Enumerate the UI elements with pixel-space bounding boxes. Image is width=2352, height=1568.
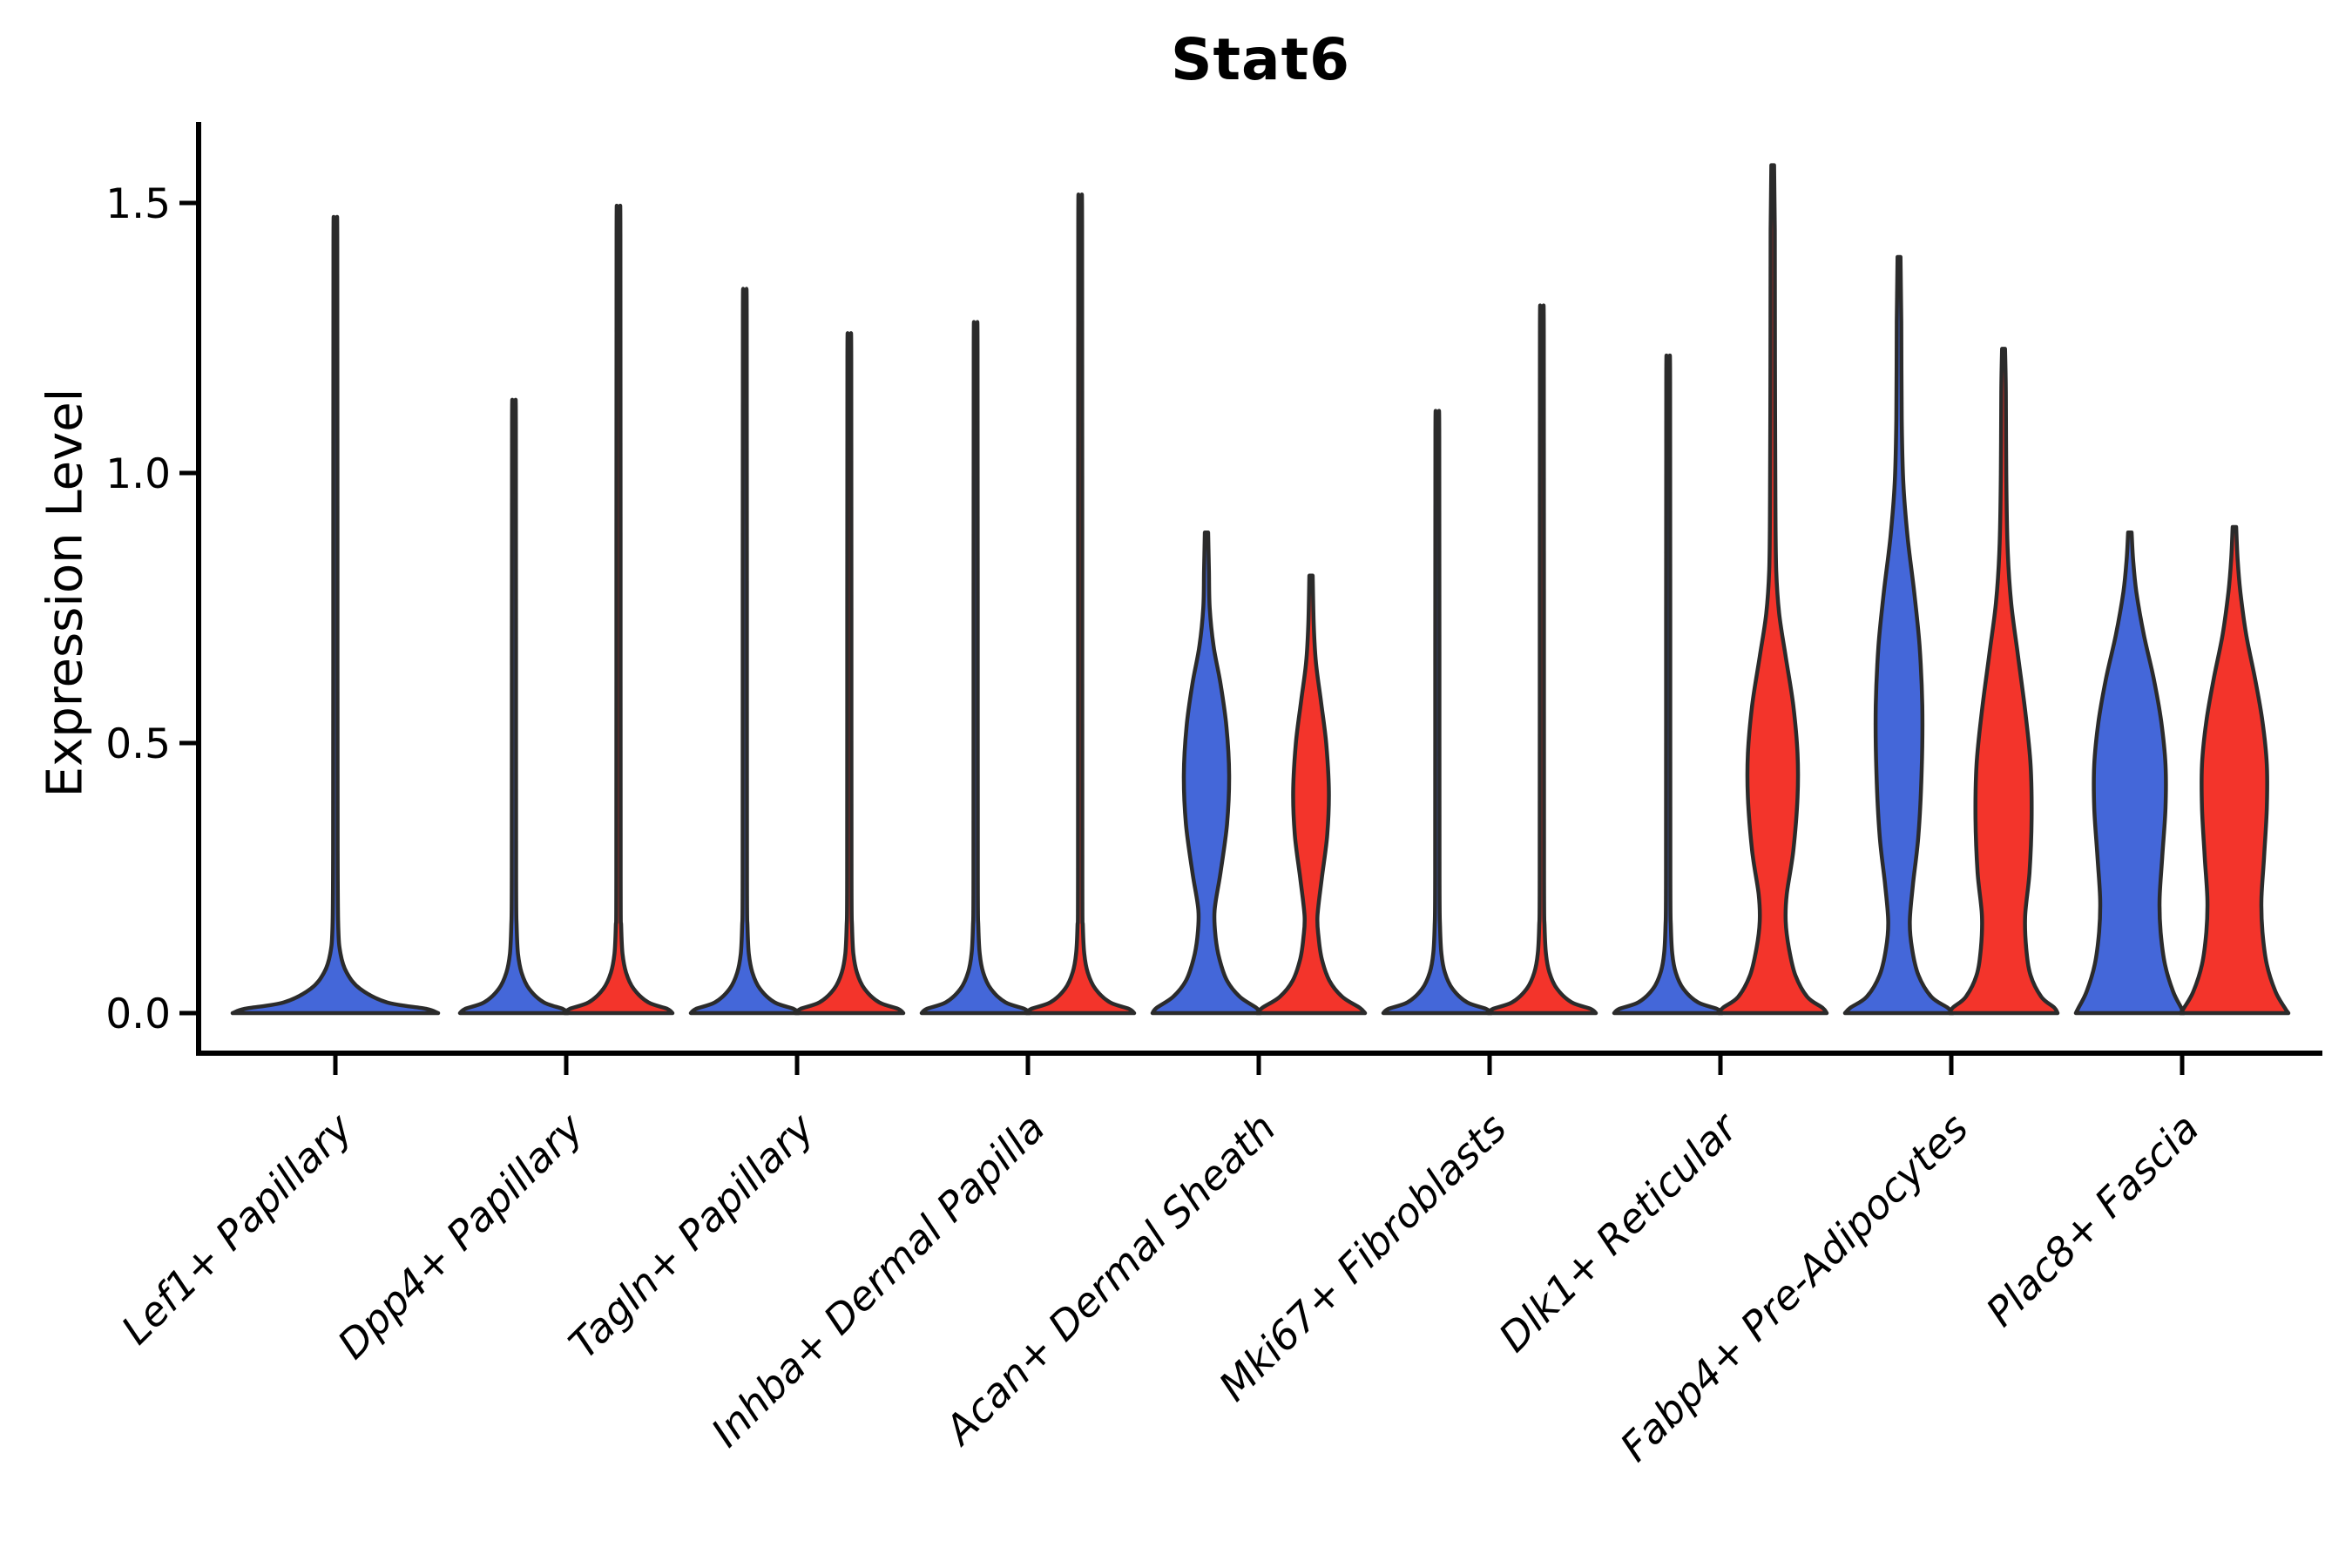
y-tick-label: 0.0 bbox=[105, 990, 171, 1038]
x-category-label: Plac8+ Fascia bbox=[1977, 1105, 2207, 1335]
violin-blue bbox=[457, 397, 571, 1016]
x-category-label: Dlk1+ Reticular bbox=[1490, 1102, 1748, 1361]
violin-blue bbox=[230, 214, 441, 1016]
violin-blue bbox=[1150, 530, 1263, 1016]
violin-red bbox=[1947, 347, 2060, 1016]
axes bbox=[179, 122, 2322, 1075]
violin-red bbox=[562, 203, 675, 1016]
violin-blue bbox=[2073, 530, 2186, 1016]
violins bbox=[230, 163, 2291, 1016]
chart-title: Stat6 bbox=[1170, 26, 1351, 93]
violin-blue bbox=[1842, 254, 1956, 1016]
violin-red bbox=[793, 331, 906, 1016]
x-category-label: Dpp4+ Papillary bbox=[328, 1104, 592, 1368]
violin-blue bbox=[1612, 353, 1725, 1016]
y-tick-label: 0.5 bbox=[105, 720, 171, 768]
x-category-label: Tagln+ Papillary bbox=[559, 1104, 823, 1368]
violin-red bbox=[1716, 163, 1829, 1016]
x-category-label: Lef1+ Papillary bbox=[112, 1104, 362, 1353]
violin-red bbox=[1254, 573, 1368, 1016]
violin-red bbox=[1024, 193, 1137, 1016]
violin-blue bbox=[688, 287, 801, 1016]
violin-red bbox=[2178, 524, 2291, 1016]
y-tick-label: 1.0 bbox=[105, 450, 171, 498]
violin-red bbox=[1485, 303, 1598, 1016]
violin-blue bbox=[1381, 409, 1494, 1016]
y-tick-label: 1.5 bbox=[105, 180, 171, 228]
violin-blue bbox=[919, 320, 1032, 1016]
